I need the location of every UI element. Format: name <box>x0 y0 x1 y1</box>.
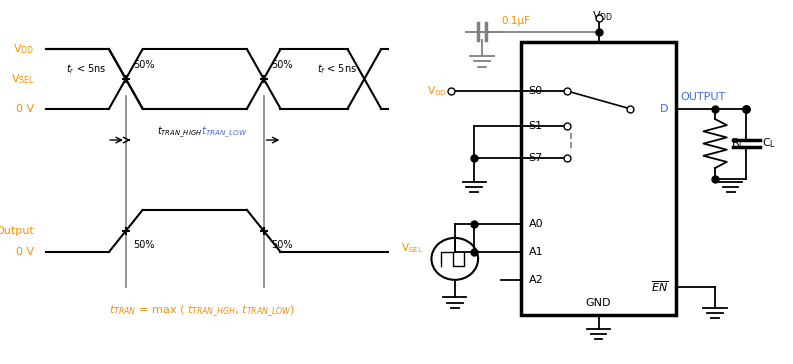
Text: $\mathregular{V_{SEL}}$: $\mathregular{V_{SEL}}$ <box>10 72 35 86</box>
Text: $\mathregular{C_L}$: $\mathregular{C_L}$ <box>762 136 776 150</box>
Text: $\overline{EN}$: $\overline{EN}$ <box>651 280 668 294</box>
Text: S1: S1 <box>529 121 542 131</box>
Text: $t_{TRAN}$ = max ( $t_{TRAN\_HGH}$, $t_{TRAN\_LOW}$): $t_{TRAN}$ = max ( $t_{TRAN\_HGH}$, $t_{… <box>109 304 295 319</box>
Text: A1: A1 <box>529 247 543 257</box>
Text: $t_r$ < 5ns: $t_r$ < 5ns <box>66 62 106 76</box>
Text: 50%: 50% <box>271 240 293 250</box>
Text: $\mathregular{V_{DD}}$: $\mathregular{V_{DD}}$ <box>592 9 613 23</box>
Text: OUTPUT: OUTPUT <box>680 92 726 102</box>
Text: 50%: 50% <box>133 60 155 70</box>
Text: $t_{TRAN\_LOW}$: $t_{TRAN\_LOW}$ <box>201 125 248 141</box>
Text: A0: A0 <box>529 219 543 229</box>
Text: $\mathregular{V_{DD}}$: $\mathregular{V_{DD}}$ <box>427 84 447 98</box>
Text: 0 V: 0 V <box>17 104 35 114</box>
Text: 0.1μF: 0.1μF <box>501 16 531 26</box>
Text: $\mathregular{R_L}$: $\mathregular{R_L}$ <box>730 136 745 150</box>
Text: 50%: 50% <box>271 60 293 70</box>
Text: GND: GND <box>586 298 611 308</box>
Text: S0: S0 <box>529 86 542 96</box>
Text: $\mathregular{V_{SEL}}$: $\mathregular{V_{SEL}}$ <box>401 241 423 255</box>
Text: 0 V: 0 V <box>17 247 35 257</box>
Text: 50%: 50% <box>133 240 155 250</box>
Text: D: D <box>660 104 668 114</box>
Bar <box>521 42 676 315</box>
Text: $t_{TRAN\_HIGH}$: $t_{TRAN\_HIGH}$ <box>157 125 202 141</box>
Text: S7: S7 <box>529 153 543 163</box>
Text: $\mathregular{V_{DD}}$: $\mathregular{V_{DD}}$ <box>13 42 35 56</box>
Text: $t_f$ < 5ns: $t_f$ < 5ns <box>317 62 358 76</box>
Text: Output: Output <box>0 226 35 236</box>
Text: A2: A2 <box>529 275 543 285</box>
